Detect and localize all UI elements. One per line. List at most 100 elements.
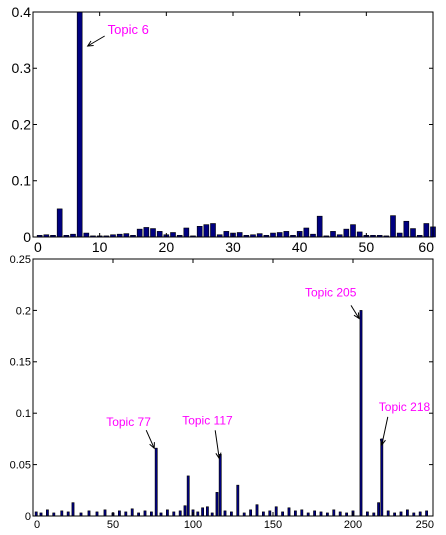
annotation-arrow	[381, 416, 389, 446]
topic-distribution-chart-bottom: 0 50 100 150 200 250 0 0.05 0.1 0.15 0.2 0.25 Topic …	[10, 254, 434, 531]
bar-180	[319, 511, 323, 517]
y-tick-label: 0	[23, 229, 31, 245]
bar-21	[170, 232, 176, 238]
x-tick-label: 50	[107, 519, 119, 531]
bar-18	[60, 510, 64, 517]
bar-18	[150, 228, 156, 238]
bar-77	[154, 447, 158, 517]
bar-47	[343, 228, 350, 238]
bar-25	[71, 502, 75, 517]
bar-45	[103, 509, 107, 517]
bar-88	[172, 511, 176, 517]
annotation-arrowhead	[149, 442, 155, 450]
x-tick-label: 250	[416, 519, 434, 531]
bar-242	[418, 511, 422, 517]
bar-56	[403, 220, 410, 238]
bar-36	[270, 232, 276, 238]
bar-26	[203, 224, 210, 238]
bar-25	[196, 226, 203, 238]
annotation-arrowhead	[86, 40, 94, 47]
y-tick-label: 0.1	[12, 173, 32, 189]
bar-168	[300, 509, 304, 517]
annotation-arrowhead	[215, 452, 222, 460]
bar-152	[274, 506, 278, 517]
x-tick-label: 20	[159, 239, 175, 255]
annotation-arrow	[87, 35, 105, 47]
y-tick-label: 0.2	[16, 305, 31, 317]
bar-58	[124, 511, 128, 517]
bar-106	[201, 507, 205, 517]
y-tick-label: 0.4	[12, 4, 32, 20]
bar-19	[156, 231, 163, 238]
x-tick-label: 200	[344, 519, 362, 531]
bar-16	[136, 228, 143, 238]
bar-74	[150, 511, 153, 517]
bar-2	[34, 511, 38, 517]
bar-103	[196, 511, 200, 517]
bar-156	[281, 511, 285, 517]
annotation-label: Topic 117	[182, 413, 233, 427]
annotation-label: Topic 205	[305, 285, 357, 299]
bar-209	[365, 511, 369, 517]
bar-54	[390, 215, 396, 238]
bar-17	[143, 227, 150, 238]
x-tick-label: 60	[418, 239, 434, 255]
bar-40	[95, 511, 99, 517]
annotation-arrowhead	[379, 438, 386, 447]
bar-188	[332, 509, 336, 517]
x-tick-label: 150	[264, 519, 282, 531]
bar-230	[399, 511, 403, 517]
plot-frame	[32, 258, 434, 517]
x-tick-label: 50	[359, 239, 375, 255]
bar-144	[261, 511, 265, 517]
bar-164	[293, 510, 297, 517]
bar-97	[186, 475, 190, 517]
annotation-label: Topic 218	[379, 400, 431, 414]
topic-distribution-chart-top: 0 10 20 30 40 50 60 0 0.1 0.2 0.3 0.4 Topic 6	[12, 4, 436, 255]
y-tick-label: 0.05	[10, 459, 31, 471]
bar-62	[130, 508, 134, 517]
bar-148	[268, 510, 272, 517]
bar-8	[83, 232, 90, 238]
bar-120	[223, 510, 227, 517]
x-tick-label: 40	[292, 239, 308, 255]
bar-45	[330, 231, 336, 238]
x-tick-label: 0	[34, 239, 42, 255]
annotation-label: Topic 6	[108, 22, 149, 37]
bar-38	[283, 231, 290, 238]
bar-95	[183, 505, 187, 517]
bar-48	[350, 224, 356, 238]
bar-246	[425, 510, 429, 517]
bar-115	[215, 492, 219, 517]
x-tick-label: 30	[225, 239, 241, 255]
bar-222	[386, 510, 390, 517]
bar-29	[223, 231, 230, 238]
bar-84	[166, 509, 169, 517]
x-tick-label: 10	[92, 239, 108, 255]
y-tick-label: 0	[25, 511, 31, 523]
bar-27	[210, 223, 216, 238]
bar-43	[316, 215, 323, 238]
bar-70	[143, 510, 147, 517]
bar-176	[313, 510, 317, 517]
bar-192	[338, 511, 342, 517]
bar-49	[356, 231, 363, 238]
y-tick-label: 0.2	[12, 116, 32, 132]
y-tick-label: 0.25	[10, 254, 31, 266]
annotation-arrow	[214, 430, 220, 459]
annotation-arrow	[350, 305, 360, 319]
y-tick-label: 0.3	[12, 60, 32, 76]
bar-136	[249, 509, 253, 517]
bar-7	[76, 11, 83, 238]
bar-124	[230, 511, 233, 517]
bar-205	[359, 310, 363, 517]
bar-234	[405, 509, 409, 517]
annotation-label: Topic 77	[106, 415, 151, 429]
bar-37	[276, 232, 283, 238]
bar-23	[183, 227, 190, 238]
bar-9	[45, 509, 49, 517]
bar-59	[423, 223, 430, 238]
bar-54	[118, 510, 121, 517]
x-tick-label: 0	[34, 519, 40, 531]
